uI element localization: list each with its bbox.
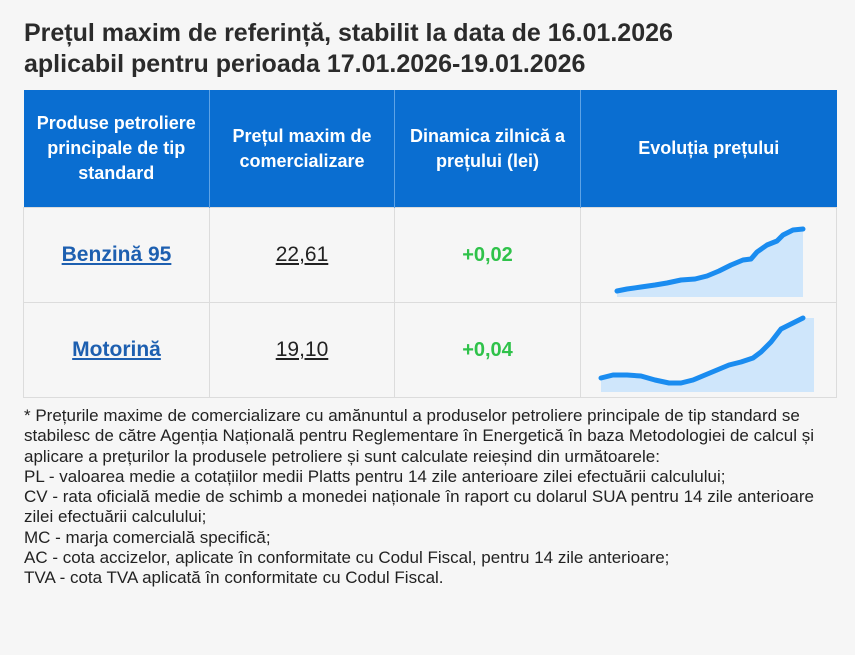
trend-cell (580, 207, 837, 303)
table-header-row: Produse petroliere principale de tip sta… (23, 90, 837, 208)
footnote-pl: PL - valoarea medie a cotațiilor medii P… (24, 466, 726, 486)
delta-value-benzina-95: +0,02 (462, 244, 513, 266)
benzina-trend-sparkline (614, 226, 806, 297)
price-link-motorina[interactable]: 19,10 (275, 338, 329, 361)
header-price-evolution: Evoluția prețului (580, 90, 837, 208)
title-line-1: Prețul maxim de referință, stabilit la d… (24, 19, 673, 47)
benzina-trend-area (617, 228, 803, 297)
header-max-price: Prețul maxim de comercializare (209, 90, 395, 208)
table-row: Benzină 95 22,61 +0,02 (23, 207, 837, 303)
trend-cell (580, 302, 837, 398)
price-link-benzina-95[interactable]: 22,61 (275, 243, 329, 266)
product-link-benzina-95[interactable]: Benzină 95 (61, 243, 172, 266)
header-daily-dynamics: Dinamica zilnică a prețului (lei) (394, 90, 581, 208)
price-cell: 19,10 (209, 302, 395, 398)
motorina-trend-sparkline (598, 315, 814, 392)
product-cell: Motorină (23, 302, 210, 398)
price-cell: 22,61 (209, 207, 395, 303)
footnote-intro: * Prețurile maxime de comercializare cu … (24, 406, 815, 466)
product-cell: Benzină 95 (23, 207, 210, 303)
footnote-cv: CV - rata oficială medie de schimb a mon… (24, 487, 814, 527)
delta-value-motorina: +0,04 (462, 339, 513, 361)
benzina-trend-line (614, 226, 806, 293)
title-line-2: aplicabil pentru perioada 17.01.2026-19.… (24, 50, 586, 78)
motorina-trend-area (601, 317, 814, 392)
page-title: Prețul maxim de referință, stabilit la d… (24, 18, 834, 80)
footnote-ac: AC - cota accizelor, aplicate în conform… (24, 548, 670, 568)
footnotes: * Prețurile maxime de comercializare cu … (24, 406, 834, 589)
footnote-mc: MC - marja comercială specifică; (24, 527, 271, 547)
table-row: Motorină 19,10 +0,04 (23, 302, 837, 398)
product-link-motorina[interactable]: Motorină (72, 338, 161, 361)
motorina-trend-line (598, 315, 806, 385)
footnote-tva: TVA - cota TVA aplicată în conformitate … (24, 568, 444, 588)
delta-cell: +0,04 (394, 302, 581, 398)
price-table: Produse petroliere principale de tip sta… (23, 90, 837, 398)
header-products: Produse petroliere principale de tip sta… (23, 90, 210, 208)
delta-cell: +0,02 (394, 207, 581, 303)
